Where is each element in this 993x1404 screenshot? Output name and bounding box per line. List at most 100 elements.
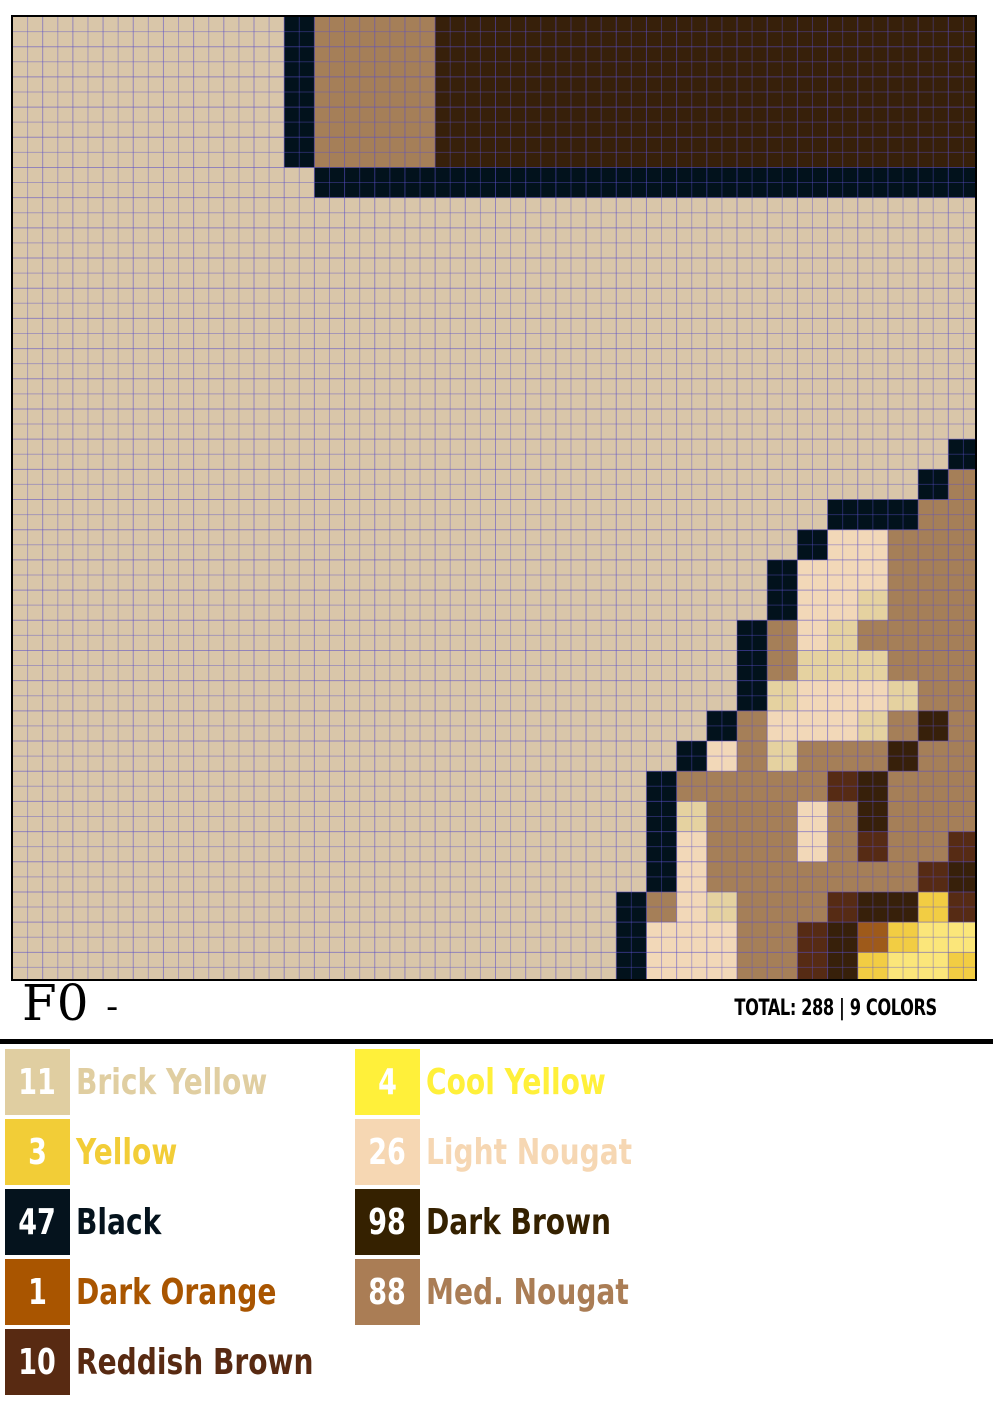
mosaic-cell <box>12 741 43 772</box>
mosaic-cell <box>72 46 104 78</box>
mosaic-cell <box>948 891 977 923</box>
mosaic-cell <box>918 529 949 561</box>
mosaic-cell <box>374 559 406 591</box>
mosaic-cell <box>586 318 617 349</box>
mosaic-cell <box>374 137 406 168</box>
mosaic-cell <box>254 167 285 198</box>
mosaic-cell <box>344 76 376 108</box>
mosaic-cell <box>887 258 919 289</box>
mosaic-cell <box>284 861 315 893</box>
mosaic-cell <box>133 318 164 349</box>
mosaic-cell <box>857 16 889 47</box>
mosaic-cell <box>586 861 617 893</box>
mosaic-cell <box>676 76 708 108</box>
mosaic-cell <box>12 137 43 168</box>
mosaic-cell <box>284 952 315 981</box>
mosaic-cell <box>948 197 977 229</box>
mosaic-cell <box>163 197 194 229</box>
mosaic-cell <box>193 891 225 923</box>
mosaic-cell <box>284 107 315 138</box>
mosaic-cell <box>646 499 677 530</box>
mosaic-cell <box>918 650 949 681</box>
mosaic-cell <box>706 439 738 470</box>
mosaic-cell <box>706 469 738 500</box>
mosaic-cell <box>435 650 466 681</box>
mosaic-cell <box>193 227 225 259</box>
mosaic-cell <box>857 107 889 138</box>
mosaic-cell <box>857 76 889 108</box>
mosaic-cell <box>646 710 677 742</box>
mosaic-cell <box>857 891 889 923</box>
mosaic-cell <box>374 318 406 349</box>
mosaic-cell <box>12 831 43 863</box>
mosaic-cell <box>465 620 496 651</box>
mosaic-cell <box>586 680 617 712</box>
mosaic-cell <box>616 529 647 561</box>
mosaic-cell <box>344 771 376 802</box>
mosaic-cell <box>72 288 104 319</box>
mosaic-cell <box>555 16 587 47</box>
mosaic-cell <box>857 348 889 380</box>
mosaic-cell <box>737 258 768 289</box>
mosaic-cell <box>223 439 255 470</box>
legend-swatch: 3 <box>5 1119 70 1185</box>
mosaic-cell <box>918 922 949 953</box>
total-summary: TOTAL: 288 | 9 COLORS <box>734 996 938 1021</box>
mosaic-cell <box>133 590 164 621</box>
mosaic-cell <box>12 499 43 530</box>
mosaic-cell <box>344 439 376 470</box>
mosaic-cell <box>767 559 798 591</box>
mosaic-cell <box>103 620 134 651</box>
mosaic-cell <box>495 771 526 802</box>
mosaic-cell <box>435 318 466 349</box>
mosaic-cell <box>103 258 134 289</box>
mosaic-cell <box>465 741 496 772</box>
mosaic-cell <box>525 197 557 229</box>
mosaic-cell <box>163 801 194 832</box>
mosaic-cell <box>767 620 798 651</box>
mosaic-cell <box>616 46 647 78</box>
mosaic-cell <box>284 197 315 229</box>
mosaic-cell <box>706 680 738 712</box>
mosaic-cell <box>435 741 466 772</box>
mosaic-cell <box>72 771 104 802</box>
mosaic-cell <box>284 741 315 772</box>
mosaic-cell <box>827 771 859 802</box>
mosaic-cell <box>72 559 104 591</box>
mosaic-cell <box>42 137 74 168</box>
mosaic-cell <box>887 107 919 138</box>
mosaic-cell <box>827 288 859 319</box>
mosaic-cell <box>887 771 919 802</box>
mosaic-cell <box>465 258 496 289</box>
mosaic-cell <box>12 891 43 923</box>
mosaic-cell <box>737 76 768 108</box>
mosaic-cell <box>163 559 194 591</box>
mosaic-cell <box>103 891 134 923</box>
mosaic-cell <box>767 891 798 923</box>
mosaic-cell <box>676 348 708 380</box>
mosaic-cell <box>525 620 557 651</box>
mosaic-cell <box>857 952 889 981</box>
mosaic-cell <box>525 529 557 561</box>
mosaic-cell <box>42 861 74 893</box>
mosaic-cell <box>797 408 828 440</box>
mosaic-cell <box>314 197 345 229</box>
mosaic-cell <box>827 952 859 981</box>
mosaic-cell <box>254 137 285 168</box>
mosaic-cell <box>737 529 768 561</box>
mosaic-cell <box>616 680 647 712</box>
mosaic-cell <box>72 197 104 229</box>
mosaic-cell <box>616 559 647 591</box>
legend-item-light-nougat: 26 Light Nougat <box>355 1119 690 1185</box>
mosaic-cell <box>767 258 798 289</box>
mosaic-cell <box>314 831 345 863</box>
mosaic-cell <box>495 197 526 229</box>
mosaic-cell <box>616 197 647 229</box>
mosaic-cell <box>374 469 406 500</box>
mosaic-cell <box>314 861 345 893</box>
mosaic-cell <box>737 318 768 349</box>
mosaic-cell <box>646 16 677 47</box>
mosaic-cell <box>555 861 587 893</box>
mosaic-cell <box>646 408 677 440</box>
mosaic-cell <box>42 107 74 138</box>
